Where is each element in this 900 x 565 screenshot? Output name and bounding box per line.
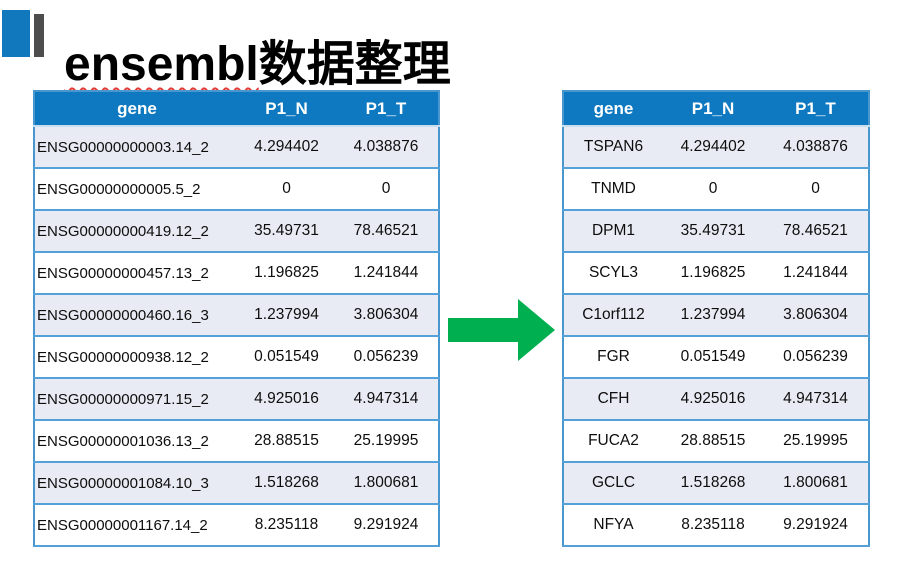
gene-id-cell: ENSG00000000005.5_2 (34, 168, 239, 211)
p1t-value-cell: 4.947314 (334, 378, 439, 421)
right-arrow-shape (448, 299, 555, 361)
p1n-value-cell: 4.925016 (663, 378, 763, 421)
p1n-value-cell: 4.925016 (239, 378, 334, 421)
right-column-header-p1t: P1_T (763, 91, 869, 127)
right-table-header-row: gene P1_N P1_T (563, 91, 869, 127)
title-accent-square (2, 10, 30, 57)
p1t-value-cell: 0.056239 (334, 336, 439, 379)
gene-id-cell: ENSG00000000003.14_2 (34, 126, 239, 169)
transform-arrow-icon (448, 298, 556, 362)
p1t-value-cell: 3.806304 (763, 294, 869, 337)
gene-id-cell: ENSG00000001167.14_2 (34, 504, 239, 547)
left-column-header-p1n: P1_N (239, 91, 334, 127)
table-row: SCYL3 1.196825 1.241844 (563, 252, 869, 295)
table-row: DPM1 35.49731 78.46521 (563, 210, 869, 253)
p1n-value-cell: 1.237994 (239, 294, 334, 337)
table-row: FUCA2 28.88515 25.19995 (563, 420, 869, 463)
gene-symbol-table: gene P1_N P1_T TSPAN6 4.294402 4.038876 … (562, 90, 870, 547)
gene-id-cell: ENSG00000000457.13_2 (34, 252, 239, 295)
table-row: ENSG00000000457.13_2 1.196825 1.241844 (34, 252, 439, 295)
left-column-header-gene: gene (34, 91, 239, 127)
left-column-header-p1t: P1_T (334, 91, 439, 127)
ensembl-id-table: gene P1_N P1_T ENSG00000000003.14_2 4.29… (33, 90, 440, 547)
table-row: TNMD 0 0 (563, 168, 869, 211)
p1n-value-cell: 35.49731 (663, 210, 763, 253)
table-row: ENSG00000001084.10_3 1.518268 1.800681 (34, 462, 439, 505)
table-row: FGR 0.051549 0.056239 (563, 336, 869, 379)
table-row: ENSG00000000419.12_2 35.49731 78.46521 (34, 210, 439, 253)
p1n-value-cell: 1.518268 (663, 462, 763, 505)
table-row: ENSG00000001036.13_2 28.88515 25.19995 (34, 420, 439, 463)
p1t-value-cell: 3.806304 (334, 294, 439, 337)
gene-symbol-cell: TNMD (563, 168, 663, 211)
page-title: ensembl数据整理 (64, 34, 451, 96)
title-accent-bar (34, 14, 44, 57)
p1n-value-cell: 0.051549 (663, 336, 763, 379)
table-row: TSPAN6 4.294402 4.038876 (563, 126, 869, 169)
right-column-header-p1n: P1_N (663, 91, 763, 127)
table-row: ENSG00000001167.14_2 8.235118 9.291924 (34, 504, 439, 547)
gene-id-cell: ENSG00000000971.15_2 (34, 378, 239, 421)
table-row: CFH 4.925016 4.947314 (563, 378, 869, 421)
title-latin-text: ensembl (64, 38, 259, 92)
p1t-value-cell: 78.46521 (334, 210, 439, 253)
gene-symbol-cell: DPM1 (563, 210, 663, 253)
gene-symbol-cell: NFYA (563, 504, 663, 547)
gene-id-cell: ENSG00000000938.12_2 (34, 336, 239, 379)
p1t-value-cell: 1.800681 (334, 462, 439, 505)
p1n-value-cell: 4.294402 (663, 126, 763, 169)
p1n-value-cell: 8.235118 (663, 504, 763, 547)
p1n-value-cell: 0 (663, 168, 763, 211)
table-row: ENSG00000000938.12_2 0.051549 0.056239 (34, 336, 439, 379)
p1t-value-cell: 4.038876 (334, 126, 439, 169)
gene-id-cell: ENSG00000001036.13_2 (34, 420, 239, 463)
gene-symbol-cell: FUCA2 (563, 420, 663, 463)
p1t-value-cell: 25.19995 (334, 420, 439, 463)
gene-id-cell: ENSG00000000419.12_2 (34, 210, 239, 253)
p1t-value-cell: 0.056239 (763, 336, 869, 379)
table-row: ENSG00000000460.16_3 1.237994 3.806304 (34, 294, 439, 337)
p1t-value-cell: 0 (763, 168, 869, 211)
table-row: C1orf112 1.237994 3.806304 (563, 294, 869, 337)
p1t-value-cell: 9.291924 (334, 504, 439, 547)
table-row: GCLC 1.518268 1.800681 (563, 462, 869, 505)
gene-symbol-cell: TSPAN6 (563, 126, 663, 169)
p1t-value-cell: 0 (334, 168, 439, 211)
right-column-header-gene: gene (563, 91, 663, 127)
p1t-value-cell: 4.947314 (763, 378, 869, 421)
table-row: ENSG00000000003.14_2 4.294402 4.038876 (34, 126, 439, 169)
p1t-value-cell: 9.291924 (763, 504, 869, 547)
p1n-value-cell: 0 (239, 168, 334, 211)
table-row: ENSG00000000971.15_2 4.925016 4.947314 (34, 378, 439, 421)
gene-symbol-cell: CFH (563, 378, 663, 421)
p1n-value-cell: 1.196825 (239, 252, 334, 295)
gene-symbol-cell: FGR (563, 336, 663, 379)
p1n-value-cell: 8.235118 (239, 504, 334, 547)
p1t-value-cell: 4.038876 (763, 126, 869, 169)
p1t-value-cell: 78.46521 (763, 210, 869, 253)
p1t-value-cell: 1.241844 (763, 252, 869, 295)
p1t-value-cell: 1.241844 (334, 252, 439, 295)
gene-symbol-cell: SCYL3 (563, 252, 663, 295)
gene-id-cell: ENSG00000000460.16_3 (34, 294, 239, 337)
left-table-header-row: gene P1_N P1_T (34, 91, 439, 127)
p1n-value-cell: 0.051549 (239, 336, 334, 379)
gene-symbol-cell: C1orf112 (563, 294, 663, 337)
p1n-value-cell: 1.518268 (239, 462, 334, 505)
p1n-value-cell: 1.237994 (663, 294, 763, 337)
p1t-value-cell: 1.800681 (763, 462, 869, 505)
p1t-value-cell: 25.19995 (763, 420, 869, 463)
title-chinese-text: 数据整理 (258, 38, 451, 92)
gene-id-cell: ENSG00000001084.10_3 (34, 462, 239, 505)
p1n-value-cell: 28.88515 (663, 420, 763, 463)
table-row: ENSG00000000005.5_2 0 0 (34, 168, 439, 211)
p1n-value-cell: 35.49731 (239, 210, 334, 253)
p1n-value-cell: 28.88515 (239, 420, 334, 463)
p1n-value-cell: 1.196825 (663, 252, 763, 295)
p1n-value-cell: 4.294402 (239, 126, 334, 169)
table-row: NFYA 8.235118 9.291924 (563, 504, 869, 547)
gene-symbol-cell: GCLC (563, 462, 663, 505)
